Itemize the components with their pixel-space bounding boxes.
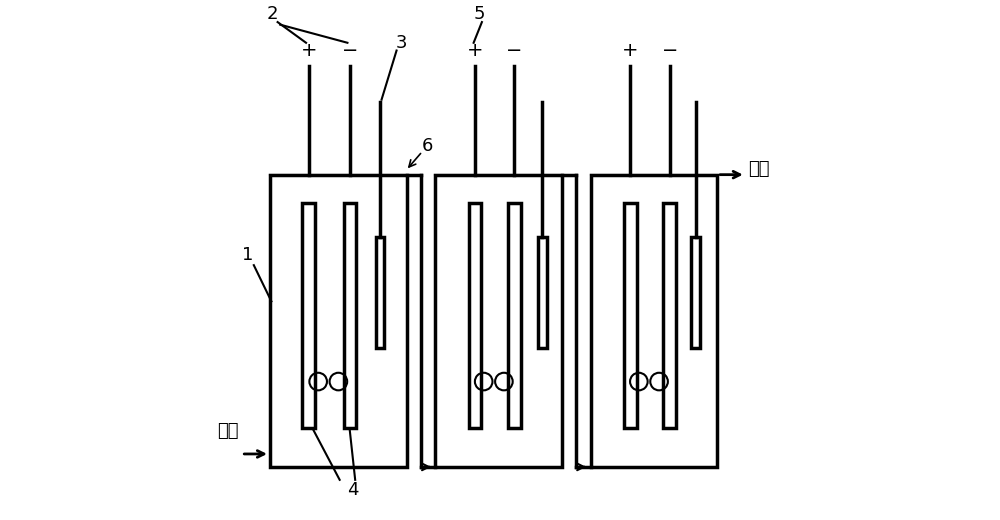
- Text: 3: 3: [396, 34, 407, 52]
- Bar: [508, 203, 521, 428]
- Text: −: −: [506, 41, 523, 60]
- Text: 1: 1: [242, 246, 253, 264]
- Text: 4: 4: [347, 481, 358, 499]
- Text: +: +: [300, 41, 317, 60]
- Bar: [469, 203, 481, 428]
- Text: 2: 2: [267, 5, 278, 23]
- Text: +: +: [622, 41, 639, 60]
- Bar: [302, 203, 315, 428]
- Text: +: +: [467, 41, 483, 60]
- Text: −: −: [661, 41, 678, 60]
- Bar: [691, 237, 700, 348]
- Bar: [663, 203, 676, 428]
- Bar: [591, 175, 717, 467]
- Text: 进水: 进水: [217, 422, 239, 440]
- Text: 出水: 出水: [748, 161, 770, 178]
- Bar: [270, 175, 407, 467]
- Bar: [435, 175, 562, 467]
- Text: 6: 6: [422, 137, 433, 155]
- Bar: [624, 203, 637, 428]
- Bar: [344, 203, 356, 428]
- Bar: [376, 237, 384, 348]
- Bar: [538, 237, 547, 348]
- Text: −: −: [342, 41, 358, 60]
- Text: 5: 5: [474, 5, 485, 23]
